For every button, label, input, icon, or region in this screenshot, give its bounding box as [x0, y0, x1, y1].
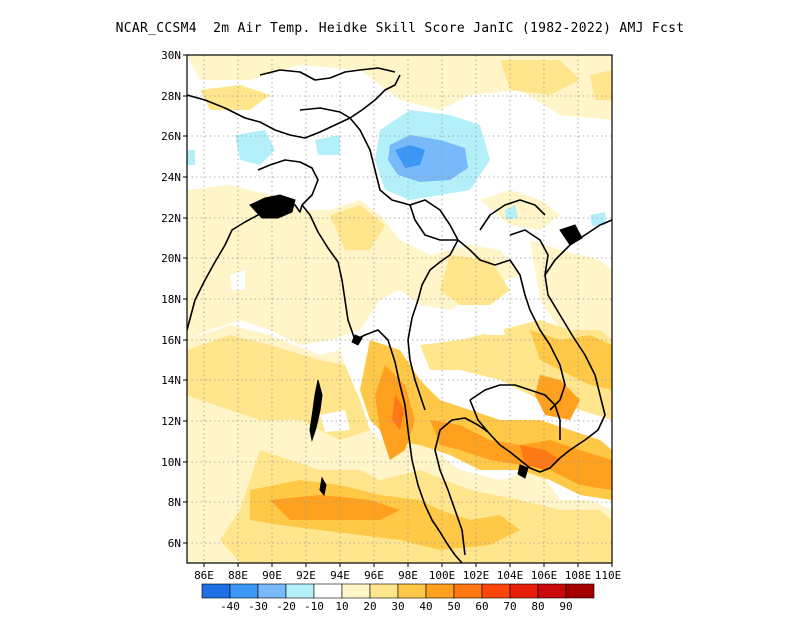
colorbar-label: 60 — [475, 600, 488, 613]
lat-label: 10N — [161, 456, 181, 469]
colorbar-swatch — [453, 583, 483, 599]
axis-ticks — [183, 54, 613, 567]
lon-label: 104E — [497, 569, 524, 582]
lon-label: 96E — [364, 569, 384, 582]
myanmar-thai-border — [407, 239, 459, 411]
lat-label: 22N — [161, 212, 181, 225]
lon-label: 106E — [531, 569, 558, 582]
lat-label: 30N — [161, 49, 181, 62]
lat-label: 18N — [161, 293, 181, 306]
lon-label: 86E — [194, 569, 214, 582]
skill-contour-white — [230, 270, 505, 432]
lat-label: 28N — [161, 90, 181, 103]
lat-label: 24N — [161, 171, 181, 184]
colorbar-swatch — [201, 583, 231, 599]
lon-label: 98E — [398, 569, 418, 582]
lon-label: 100E — [429, 569, 456, 582]
colorbar-labels: -40 -30 -20 -10 10 20 30 40 50 60 70 80 … — [220, 600, 573, 613]
colorbar-swatch — [509, 583, 539, 599]
latitude-labels: 30N 28N 26N 24N 22N 20N 18N 16N 14N 12N … — [161, 49, 181, 550]
colorbar-swatch — [565, 583, 595, 599]
lat-label: 6N — [168, 537, 181, 550]
colorbar-label: 40 — [419, 600, 432, 613]
colorbar-label: -40 — [220, 600, 240, 613]
colorbar-swatch — [257, 583, 287, 599]
lat-label: 26N — [161, 130, 181, 143]
colorbar-swatch — [537, 583, 567, 599]
colorbar-label: 10 — [335, 600, 348, 613]
colorbar-label: 20 — [363, 600, 376, 613]
lon-label: 92E — [296, 569, 316, 582]
lat-label: 20N — [161, 252, 181, 265]
myanmar-north-border — [349, 117, 459, 241]
lon-label: 90E — [262, 569, 282, 582]
colorbar-label: 80 — [531, 600, 544, 613]
lon-label: 108E — [565, 569, 592, 582]
colorbar-label: -30 — [248, 600, 268, 613]
colorbar-swatch — [313, 583, 343, 599]
colorbar-swatch — [481, 583, 511, 599]
colorbar-label: -20 — [276, 600, 296, 613]
colorbar-swatch — [397, 583, 427, 599]
colorbar-swatch — [425, 583, 455, 599]
colorbar-label: 50 — [447, 600, 460, 613]
longitude-labels: 86E 88E 90E 92E 94E 96E 98E 100E 102E 10… — [194, 569, 621, 582]
colorbar-label: 90 — [559, 600, 572, 613]
cambodia-coast — [487, 431, 571, 473]
thailand-laos-border — [457, 239, 566, 411]
lat-label: 8N — [168, 496, 181, 509]
colorbar-swatch — [341, 583, 371, 599]
map-plot-area — [187, 55, 612, 563]
colorbar-label: 30 — [391, 600, 404, 613]
colorbar-label: -10 — [304, 600, 324, 613]
skill-contour-negative-30 — [395, 145, 425, 168]
yunnan-border — [409, 204, 458, 241]
bhutan-border — [299, 107, 351, 119]
cambodia-border — [469, 384, 561, 440]
colorbar-swatch — [229, 583, 259, 599]
bangladesh-border — [257, 159, 319, 206]
lat-label: 12N — [161, 415, 181, 428]
colorbar — [201, 583, 595, 599]
thai-gulf-coast — [434, 417, 489, 556]
india-north-border — [187, 74, 401, 139]
lon-label: 88E — [228, 569, 248, 582]
colorbar-label: 70 — [503, 600, 516, 613]
lon-label: 110E — [595, 569, 622, 582]
lat-label: 14N — [161, 374, 181, 387]
plot-frame — [186, 54, 613, 564]
lat-label: 16N — [161, 334, 181, 347]
colorbar-swatch — [285, 583, 315, 599]
map-gridlines — [187, 55, 612, 563]
myanmar-coast — [301, 204, 463, 563]
lon-label: 102E — [463, 569, 490, 582]
cambodia-thai-border — [469, 399, 489, 433]
laos-vietnam-border — [509, 229, 549, 276]
chart-title: NCAR_CCSM4 2m Air Temp. Heidke Skill Sco… — [115, 21, 685, 36]
islands — [249, 194, 583, 497]
china-laos-border — [479, 199, 546, 231]
lon-label: 94E — [330, 569, 350, 582]
colorbar-swatch — [369, 583, 399, 599]
tibet-border — [259, 67, 396, 81]
india-east-coast — [187, 214, 259, 331]
